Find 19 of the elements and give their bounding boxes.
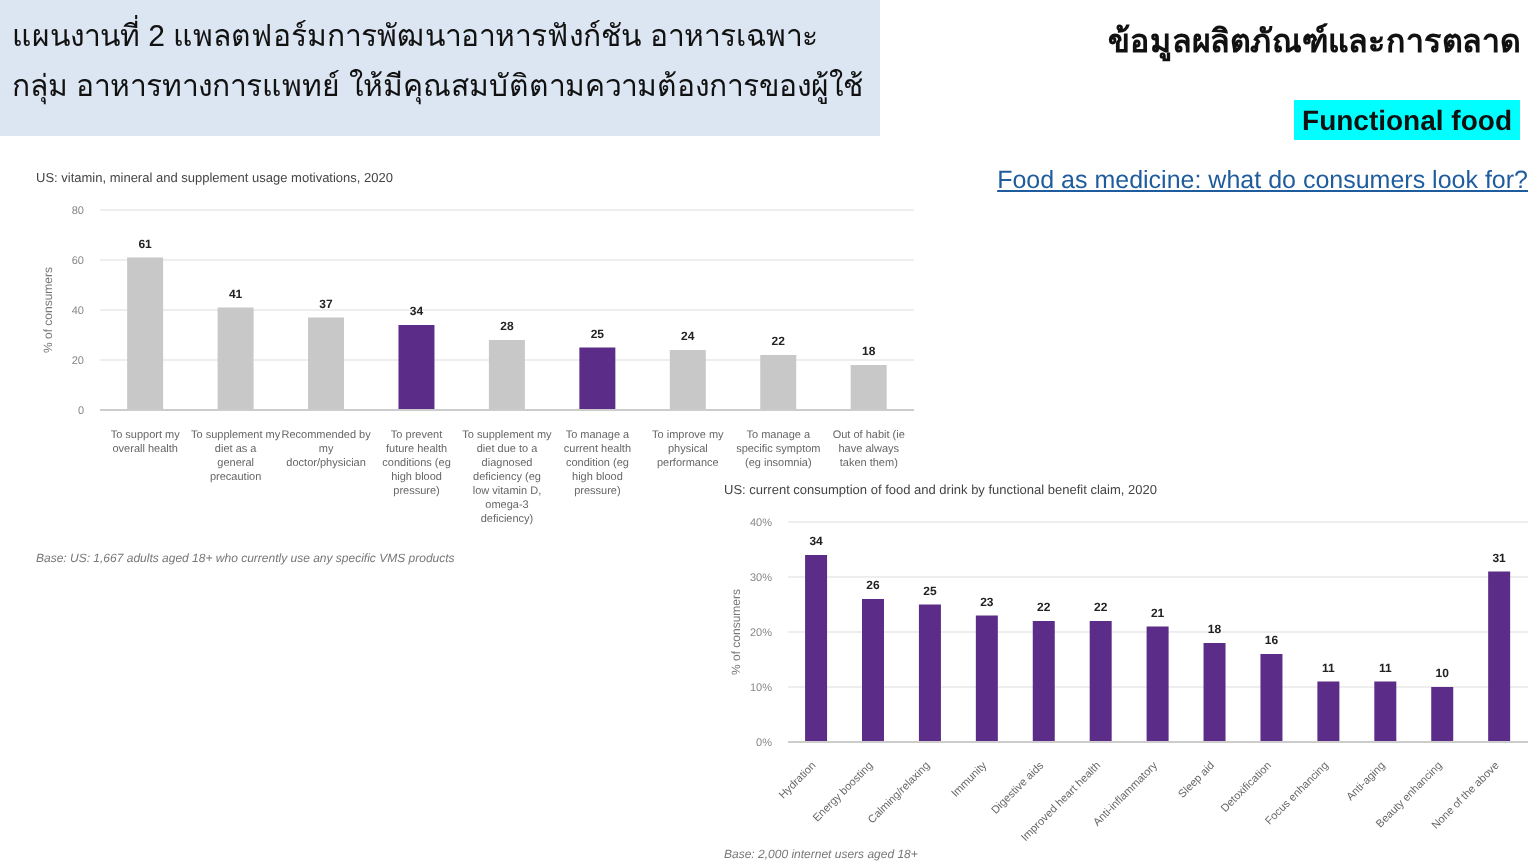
bar	[579, 347, 616, 410]
bar	[398, 325, 435, 410]
bar	[975, 615, 998, 742]
bar	[1089, 621, 1112, 742]
text: Food as medicine: what do consumers look for?	[997, 166, 1528, 194]
bar	[1431, 687, 1454, 742]
text: Functional food	[1294, 100, 1520, 140]
bar	[918, 604, 941, 742]
text: ข้อมูลผลิตภัณฑ์และการตลาด	[1108, 21, 1520, 66]
bar	[1032, 621, 1055, 742]
text: แผนงานที่ 2 แพลตฟอร์มการพัฒนาอาหารฟังก์ชัน อาหารเฉพาะกลุ่ม อาหารทางการแพทย์ ให้มีคุณสมบัติตามความต้องการของผู้ใช้	[0, 0, 880, 136]
bar	[1488, 571, 1511, 742]
bar	[805, 555, 828, 742]
bar	[1146, 626, 1169, 742]
bar	[1317, 681, 1340, 742]
bar	[1374, 681, 1397, 742]
bar	[1260, 654, 1283, 742]
bar	[862, 599, 884, 742]
bar	[1203, 643, 1226, 742]
